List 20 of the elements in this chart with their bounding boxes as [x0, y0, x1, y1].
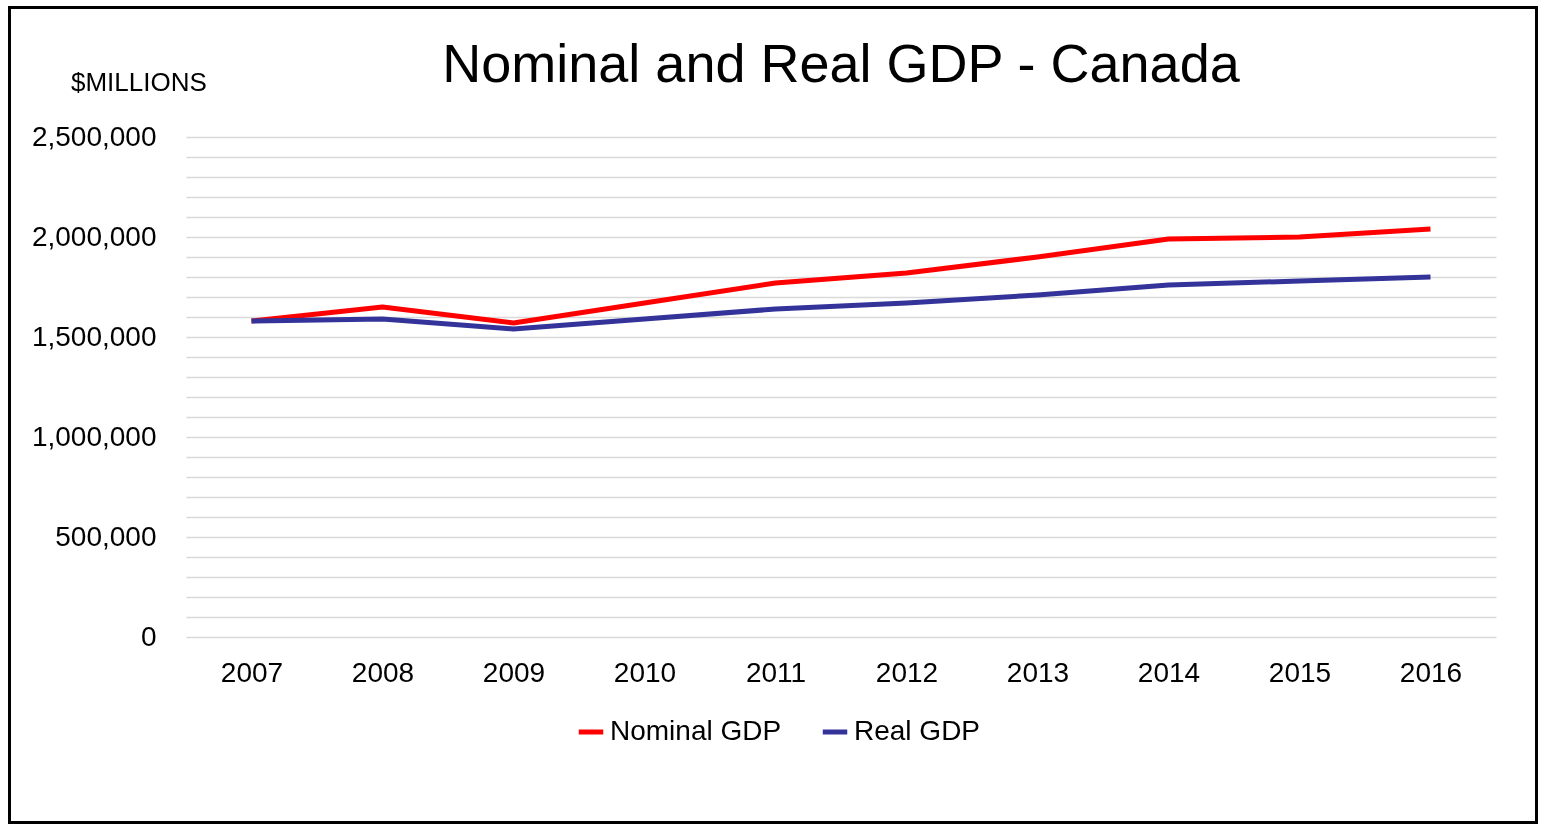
y-tick-label: 2,000,000	[31, 220, 157, 252]
chart-title: Nominal and Real GDP - Canada	[442, 33, 1241, 93]
x-tick-label: 2013	[1006, 656, 1070, 688]
y-tick-label: 1,000,000	[31, 420, 157, 452]
y-axis-title: $MILLIONS	[71, 67, 207, 98]
x-tick-label: 2008	[351, 656, 415, 688]
x-tick-label: 2009	[482, 656, 546, 688]
y-tick-label: 2,500,000	[31, 120, 157, 152]
x-tick-label: 2010	[613, 656, 677, 688]
x-tick-label: 2007	[220, 656, 284, 688]
y-tick-label: 1,500,000	[31, 320, 157, 352]
y-tick-label: 500,000	[55, 520, 157, 552]
x-tick-label: 2016	[1399, 656, 1463, 688]
legend-label: Real GDP	[854, 715, 981, 746]
x-tick-label: 2011	[745, 656, 807, 688]
x-tick-label: 2012	[875, 656, 939, 688]
legend-label: Nominal GDP	[610, 715, 782, 746]
x-tick-label: 2015	[1268, 656, 1332, 688]
y-tick-label: 0	[140, 620, 157, 652]
x-tick-label: 2014	[1137, 656, 1201, 688]
